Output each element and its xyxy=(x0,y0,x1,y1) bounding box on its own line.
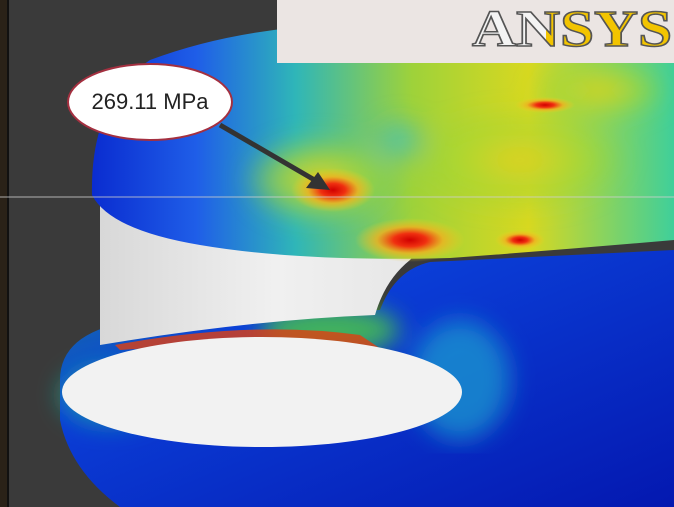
hot-spot xyxy=(495,230,545,250)
bottom-face xyxy=(62,337,462,447)
left-strip xyxy=(0,0,8,507)
hot-spot xyxy=(515,97,575,113)
logo-text: ANSYS xyxy=(472,1,672,58)
callout-label: 269.11 MPa xyxy=(91,89,209,114)
page: 269.11 MPa ANSYS (() => { const data = J… xyxy=(0,0,674,507)
stress-plot: 269.11 MPa ANSYS xyxy=(0,0,674,507)
hot-spot xyxy=(355,218,465,262)
